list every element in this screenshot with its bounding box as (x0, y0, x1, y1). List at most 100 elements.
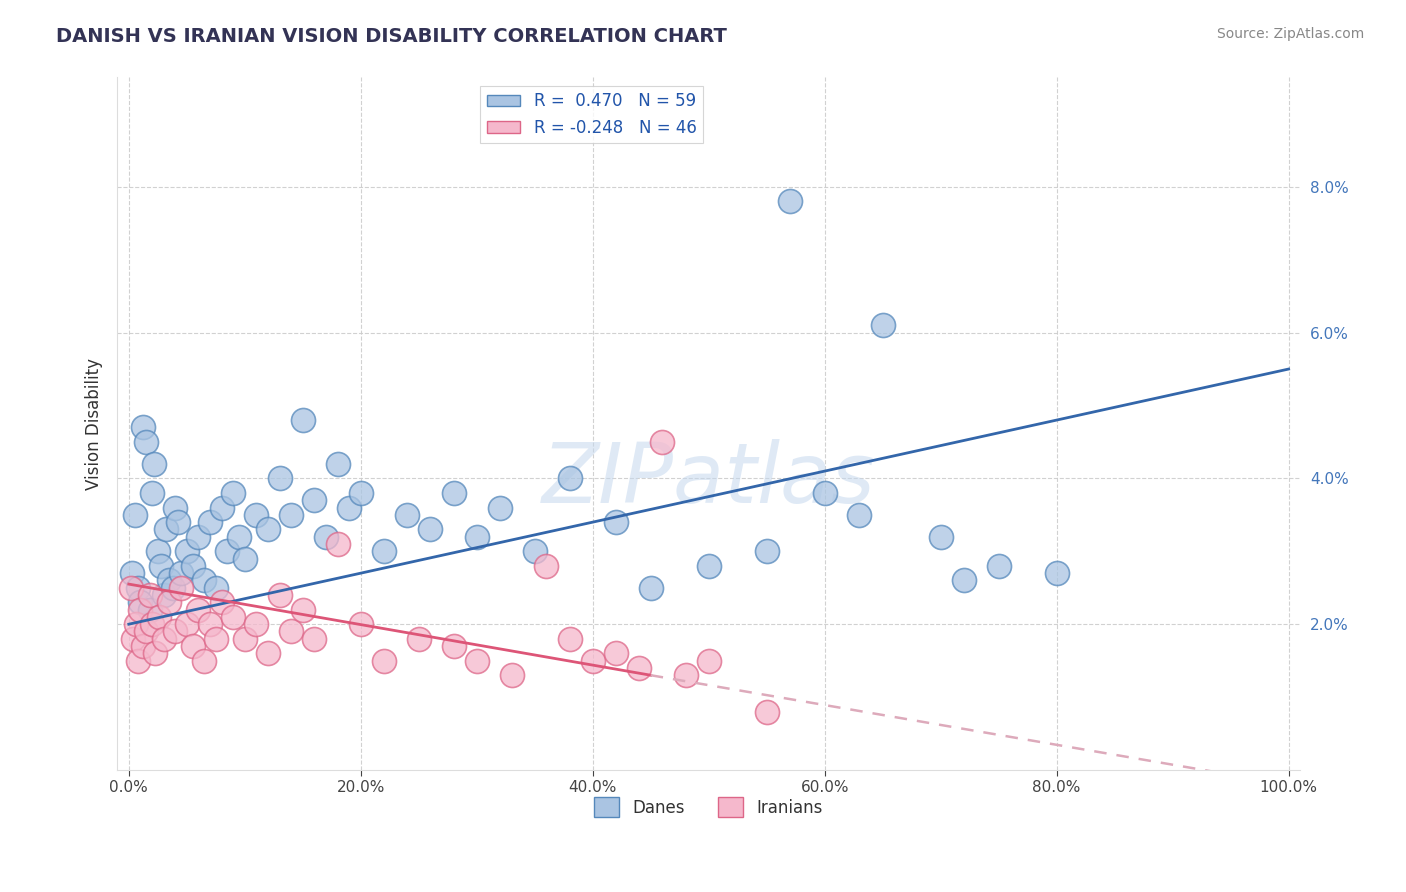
Point (814, 486, 837, 500)
Point (138, 602, 160, 616)
Point (211, 500, 233, 515)
Point (129, 595, 152, 609)
Legend: Danes, Iranians: Danes, Iranians (588, 790, 830, 824)
Point (605, 515, 627, 529)
Point (145, 646, 167, 660)
Text: Source: ZipAtlas.com: Source: ZipAtlas.com (1216, 27, 1364, 41)
Point (187, 530, 209, 544)
Point (157, 595, 180, 609)
Point (350, 486, 373, 500)
Point (373, 544, 395, 558)
Point (148, 610, 170, 624)
Point (408, 632, 430, 646)
Point (269, 588, 291, 602)
Text: ZIPatlas: ZIPatlas (541, 439, 876, 520)
Point (146, 544, 169, 558)
Point (257, 646, 280, 660)
Point (628, 661, 651, 675)
Point (929, 530, 952, 544)
Point (143, 457, 166, 471)
Point (155, 523, 177, 537)
Point (987, 558, 1010, 573)
Point (280, 508, 302, 522)
Point (127, 581, 149, 595)
Point (1046, 566, 1069, 581)
Point (162, 581, 184, 595)
Point (755, 705, 778, 719)
Point (166, 515, 188, 529)
Point (269, 471, 291, 485)
Point (181, 639, 204, 653)
Point (443, 486, 465, 500)
Point (193, 574, 215, 588)
Point (120, 581, 142, 595)
Point (131, 420, 153, 434)
Point (217, 544, 239, 558)
Point (170, 581, 193, 595)
Point (953, 574, 976, 588)
Point (245, 508, 267, 522)
Point (135, 624, 157, 639)
Point (193, 654, 215, 668)
Point (779, 194, 801, 209)
Point (675, 668, 697, 682)
Point (489, 500, 512, 515)
Point (125, 617, 148, 632)
Point (291, 413, 314, 427)
Point (501, 668, 523, 682)
Point (204, 581, 226, 595)
Point (198, 515, 221, 529)
Point (124, 508, 146, 522)
Point (373, 654, 395, 668)
Point (651, 434, 673, 449)
Point (176, 617, 198, 632)
Point (170, 566, 193, 581)
Point (291, 602, 314, 616)
Point (138, 588, 160, 602)
Point (304, 632, 326, 646)
Point (396, 508, 419, 522)
Point (198, 617, 221, 632)
Point (131, 639, 153, 653)
Point (157, 574, 180, 588)
Point (141, 617, 163, 632)
Point (135, 434, 157, 449)
Point (558, 471, 581, 485)
Point (848, 508, 870, 522)
Point (304, 493, 326, 508)
Point (350, 617, 373, 632)
Point (181, 558, 204, 573)
Point (122, 632, 145, 646)
Point (582, 654, 605, 668)
Point (337, 500, 360, 515)
Point (233, 632, 256, 646)
Point (326, 457, 349, 471)
Point (245, 617, 267, 632)
Point (228, 530, 250, 544)
Y-axis label: Vision Disability: Vision Disability (86, 358, 103, 490)
Point (204, 632, 226, 646)
Point (640, 581, 662, 595)
Point (165, 624, 187, 639)
Text: DANISH VS IRANIAN VISION DISABILITY CORRELATION CHART: DANISH VS IRANIAN VISION DISABILITY CORR… (56, 27, 727, 45)
Point (141, 486, 163, 500)
Point (176, 544, 198, 558)
Point (755, 544, 778, 558)
Point (165, 500, 187, 515)
Point (222, 486, 245, 500)
Point (697, 558, 720, 573)
Point (187, 602, 209, 616)
Point (150, 558, 173, 573)
Point (558, 632, 581, 646)
Point (211, 595, 233, 609)
Point (419, 523, 441, 537)
Point (129, 602, 152, 616)
Point (280, 624, 302, 639)
Point (121, 566, 143, 581)
Point (222, 610, 245, 624)
Point (443, 639, 465, 653)
Point (257, 523, 280, 537)
Point (315, 530, 337, 544)
Point (326, 537, 349, 551)
Point (465, 654, 488, 668)
